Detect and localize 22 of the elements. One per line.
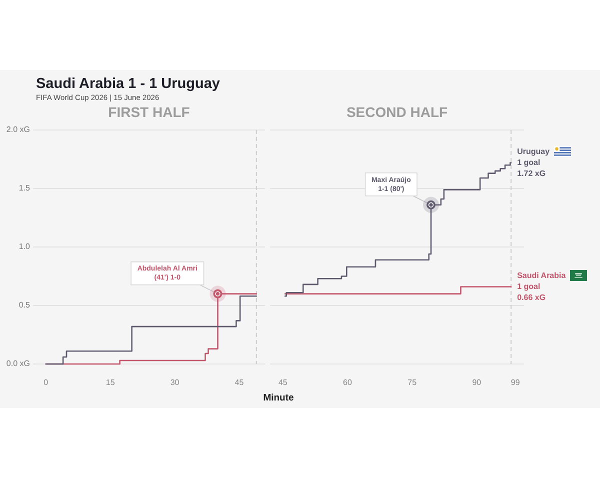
x-tick-label: 75	[408, 378, 418, 388]
data-label: 1 goal 1.72 xG	[517, 158, 546, 178]
chart-title: SECOND HALF	[346, 104, 448, 120]
y-tick-label: 1.0	[18, 242, 31, 252]
y-tick-label: 1.5	[18, 184, 31, 193]
x-tick-label: 45	[234, 378, 244, 388]
x-tick-label: 0	[44, 378, 49, 388]
x-axis-title: Minute	[263, 392, 294, 404]
x-tick-label: 30	[170, 378, 180, 388]
x-tick-label: 90	[472, 378, 482, 388]
y-tick-label: 2.0 xG	[6, 125, 30, 134]
x-tick-label: 45	[278, 378, 288, 388]
text: Saudi Arabia 1 - 1 Uruguay	[36, 76, 220, 93]
data-label: 1 goal 0.66 xG	[517, 282, 546, 302]
y-tick-label: 0.0 xG	[6, 359, 30, 368]
series-label: Saudi Arabia	[517, 270, 566, 280]
chart-title: FIRST HALF	[108, 104, 190, 120]
y-tick-label: 0.5	[18, 300, 31, 310]
x-tick-label: 15	[106, 378, 116, 388]
series-label: Uruguay	[517, 146, 550, 156]
x-tick-label: 60	[343, 378, 352, 388]
x-tick-label: 99	[510, 378, 520, 388]
